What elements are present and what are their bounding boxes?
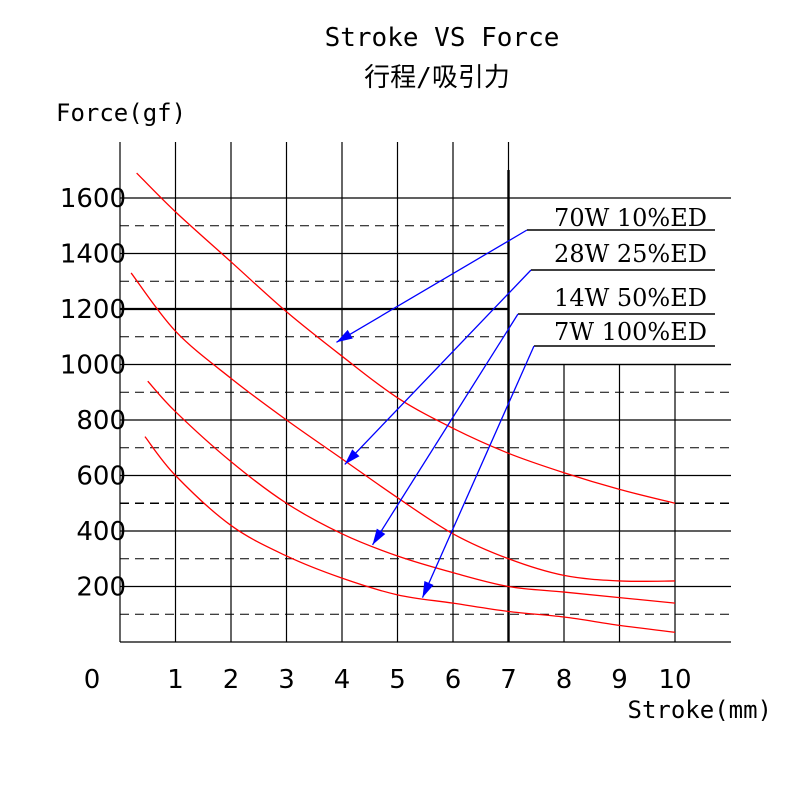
x-axis-label: Stroke(mm) — [628, 696, 773, 724]
series-line-0 — [136, 172, 676, 504]
legend-arrow-head-3 — [422, 580, 434, 598]
legend-arrow-line-3 — [421, 345, 535, 598]
legend-arrow-head-0 — [336, 329, 353, 343]
y-tick-label: 1000 — [60, 351, 126, 381]
x-tick-label: 7 — [500, 665, 517, 695]
legend: 70W 10%ED 28W 25%ED 14W 50%ED 7W 100%ED — [336, 204, 715, 598]
legend-arrow-head-2 — [372, 528, 386, 545]
y-tick-label: 400 — [76, 517, 126, 547]
y-tick-label: 1200 — [60, 295, 126, 325]
y-tick-label: 800 — [76, 406, 126, 436]
x-tick-label: 10 — [658, 665, 691, 695]
legend-arrow-line-1 — [344, 269, 532, 465]
legend-arrow-head-1 — [344, 449, 360, 465]
x-tick-label: 8 — [556, 665, 573, 695]
y-tick-label: 200 — [76, 573, 126, 603]
x-tick-label: 9 — [611, 665, 628, 695]
chart-title: Stroke VS Force — [325, 23, 560, 53]
x-tick-label: 3 — [278, 665, 295, 695]
y-tick-label: 600 — [76, 462, 126, 492]
x-tick-label: 1 — [167, 665, 184, 695]
legend-label-1: 28W 25%ED — [554, 240, 707, 268]
series-line-3 — [144, 436, 676, 633]
y-tick-label: 1600 — [60, 184, 126, 214]
x-tick-label: 2 — [223, 665, 240, 695]
tick-labels: 0 1 2 3 4 5 6 7 8 9 10 200 400 600 800 1000 1200 1400 1600 — [60, 184, 692, 695]
x-tick-label: 0 — [84, 665, 101, 695]
legend-arrow-line-2 — [371, 313, 519, 546]
x-tick-label: 6 — [445, 665, 462, 695]
y-axis-label: Force(gf) — [56, 99, 186, 127]
x-tick-label: 5 — [389, 665, 406, 695]
legend-label-2: 14W 50%ED — [554, 284, 707, 312]
chart-subtitle: 行程/吸引力 — [364, 63, 510, 93]
legend-label-0: 70W 10%ED — [554, 204, 707, 232]
legend-arrow-line-0 — [336, 229, 528, 343]
y-tick-label: 1400 — [60, 240, 126, 270]
legend-label-3: 7W 100%ED — [554, 318, 707, 346]
series-lines — [130, 172, 676, 633]
series-line-1 — [130, 272, 676, 583]
x-tick-label: 4 — [334, 665, 351, 695]
series-line-2 — [147, 380, 676, 604]
